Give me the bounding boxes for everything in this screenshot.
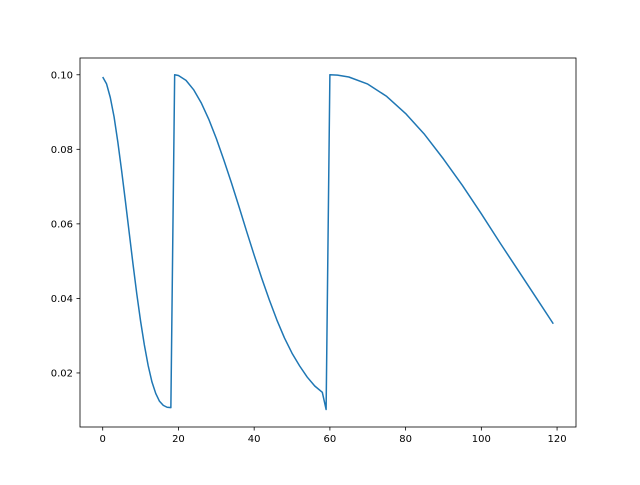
- series-line: [102, 74, 554, 411]
- axes-frame: [79, 57, 577, 428]
- y-tick-label: 0.08: [51, 145, 73, 156]
- y-tick-label: 0.02: [51, 368, 73, 379]
- x-tick-label: 120: [548, 434, 567, 445]
- x-tick-label: 20: [172, 434, 185, 445]
- x-tick-label: 0: [100, 434, 106, 445]
- y-tick-label: 0.06: [51, 219, 73, 230]
- y-tick-label: 0.04: [51, 294, 73, 305]
- x-tick-label: 80: [399, 434, 412, 445]
- x-tick-label: 40: [248, 434, 261, 445]
- x-tick-label: 60: [324, 434, 337, 445]
- x-axis: 0 20 40 60 80 100 120: [100, 427, 567, 445]
- y-axis: 0.02 0.04 0.06 0.08 0.10: [51, 70, 80, 379]
- x-tick-label: 100: [472, 434, 491, 445]
- plot-area: [102, 74, 554, 411]
- y-tick-label: 0.10: [51, 70, 73, 81]
